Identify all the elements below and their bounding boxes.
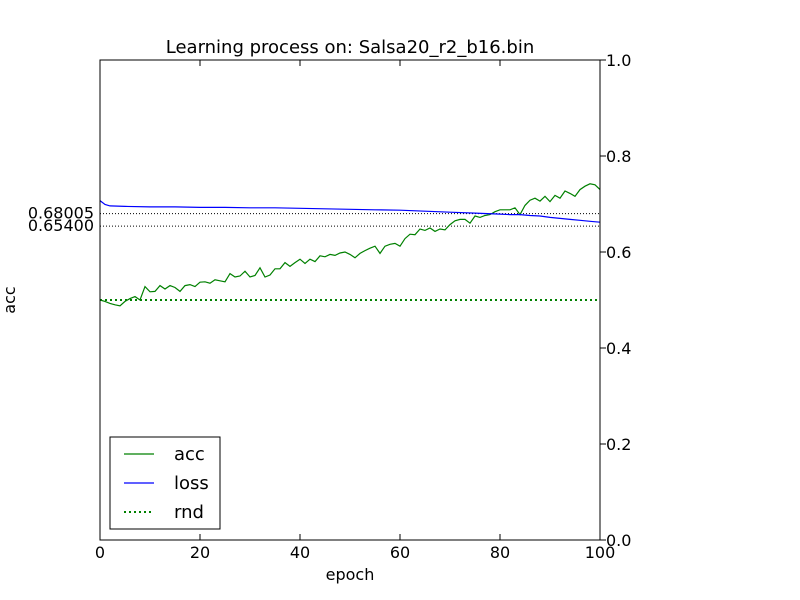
y-tick-label: 1.0 <box>606 51 631 70</box>
y-tick-label: 0.4 <box>606 339 631 358</box>
y-tick-label: 0.6 <box>606 243 631 262</box>
y-tick-label: 0.0 <box>606 531 631 550</box>
reference-line-label: 0.68005 <box>28 204 94 223</box>
y-tick-label: 0.2 <box>606 435 631 454</box>
legend-label-rnd: rnd <box>174 502 204 523</box>
series-group <box>99 183 601 307</box>
y-tick-label: 0.8 <box>606 147 631 166</box>
x-tick-label: 100 <box>585 543 616 562</box>
plot-frame <box>99 59 601 541</box>
legend: acc loss rnd <box>109 436 221 530</box>
x-tick-label: 80 <box>490 543 510 562</box>
x-tick-label: 20 <box>190 543 210 562</box>
x-tick-label: 0 <box>95 543 105 562</box>
y-axis-label: acc <box>0 286 19 313</box>
series-line-loss <box>99 200 601 223</box>
reference-line-label: 0.65400 <box>28 216 94 235</box>
series-line-acc <box>99 183 601 307</box>
x-tick-label: 60 <box>390 543 410 562</box>
legend-label-acc: acc <box>174 444 205 465</box>
chart-title: Learning process on: Salsa20_r2_b16.bin <box>166 37 534 58</box>
legend-label-loss: loss <box>174 473 209 494</box>
x-axis-label: epoch <box>326 565 375 584</box>
x-tick-label: 40 <box>290 543 310 562</box>
